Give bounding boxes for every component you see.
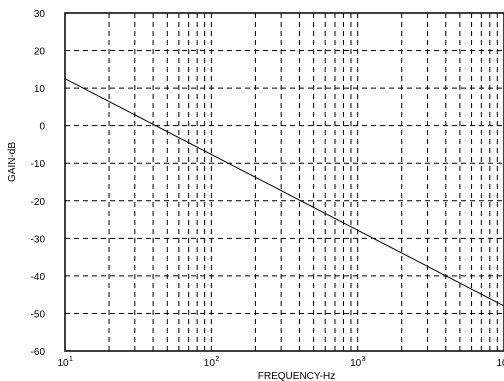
y-tick-label: 0	[39, 122, 45, 133]
y-tick-labels: 30 20 10 0 -10 -20 -30 -40 -50 -60	[31, 9, 46, 358]
x-tick-label: 10	[350, 358, 362, 369]
x-tick-exponent: 1	[69, 356, 73, 363]
y-tick-label: -10	[31, 159, 46, 170]
x-tick-labels: 101102103104	[57, 356, 504, 369]
y-tick-label: 10	[34, 84, 46, 95]
y-tick-label: -50	[31, 309, 46, 320]
y-tick-label: -40	[31, 272, 46, 283]
series-layer	[64, 78, 504, 307]
x-tick-label: 10	[57, 358, 69, 369]
y-axis-title: GAIN-dB	[7, 142, 18, 182]
horizontal-grid-lines	[65, 50, 504, 314]
x-tick-exponent: 2	[215, 356, 219, 363]
y-tick-label: -60	[31, 347, 46, 358]
plot-frame	[64, 12, 504, 352]
vertical-grid-lines	[108, 13, 498, 351]
gain-series-line	[64, 78, 504, 307]
x-tick-label: 10	[204, 358, 216, 369]
x-axis-title: FREQUENCY-Hz	[258, 371, 335, 381]
y-tick-label: -30	[31, 234, 46, 245]
x-tick-label: 10	[496, 358, 504, 369]
y-tick-label: 30	[34, 9, 46, 20]
y-tick-label: -20	[31, 197, 46, 208]
x-tick-exponent: 3	[362, 356, 366, 363]
y-tick-label: 20	[34, 47, 46, 58]
